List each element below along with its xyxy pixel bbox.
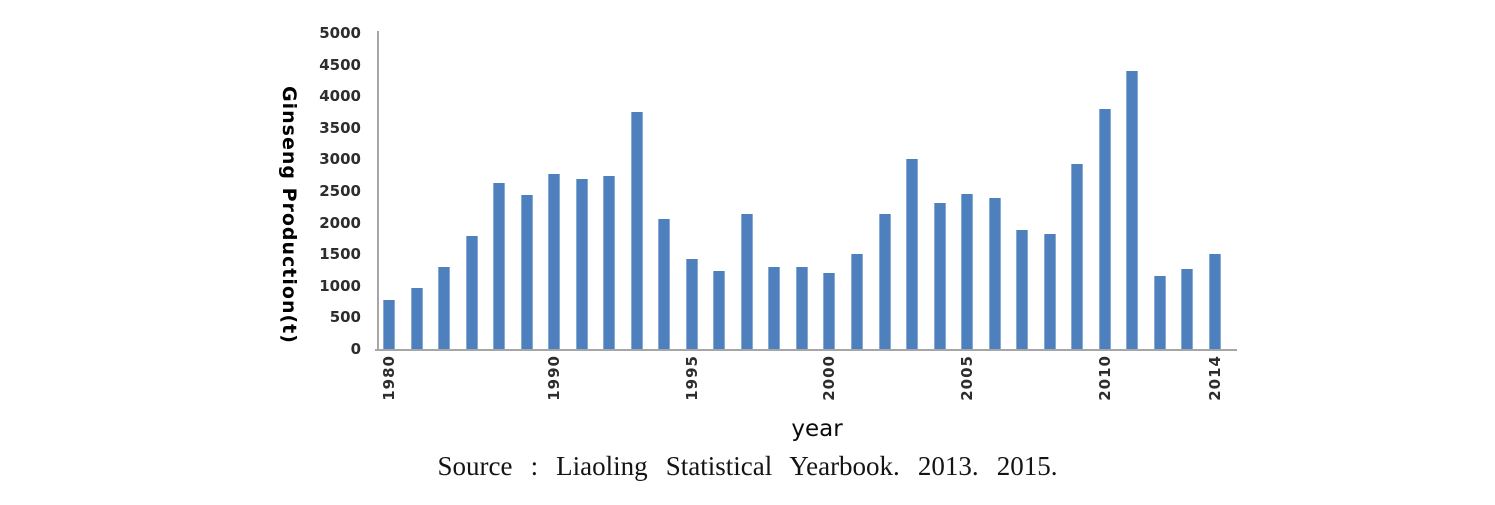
bar-1997 (740, 214, 753, 349)
bar-1985 (410, 288, 423, 349)
bar-2002 (878, 214, 891, 349)
y-axis-line (377, 31, 379, 351)
x-tick-label-1980: 1980 (380, 355, 398, 401)
bar-1994 (658, 219, 671, 349)
bar-2001 (851, 254, 863, 349)
x-tick-label-2010: 2010 (1095, 355, 1114, 401)
y-tick-label-500: 500 (329, 308, 361, 327)
bar-2008 (1043, 234, 1056, 349)
bar-2000 (823, 273, 836, 349)
y-tick-label-5000: 5000 (319, 24, 361, 42)
bar-1989 (520, 195, 533, 349)
bar-2007 (1016, 230, 1029, 349)
bar-2009 (1071, 164, 1084, 349)
y-tick-label-3000: 3000 (319, 150, 361, 169)
bar-2005 (961, 194, 974, 349)
bar-1991 (575, 179, 588, 349)
bar-1987 (465, 236, 478, 349)
plot-area (377, 33, 1237, 349)
bar-1992 (603, 176, 616, 349)
bar-2012 (1153, 276, 1166, 349)
bar-2003 (906, 159, 919, 349)
x-tick-label-2000: 2000 (820, 355, 839, 401)
x-tick-label-1990: 1990 (545, 355, 564, 401)
bar-1998 (768, 267, 781, 349)
bar-1986 (438, 267, 451, 349)
source-caption: Source : Liaoling Statistical Yearbook. … (437, 451, 1058, 481)
x-axis-line (375, 349, 1237, 351)
bar-2011 (1126, 71, 1139, 349)
x-tick-label-1995: 1995 (682, 355, 701, 401)
y-axis-title: Ginseng Production(t) (278, 86, 300, 344)
bar-2010 (1098, 109, 1111, 349)
y-tick-label-3500: 3500 (319, 118, 361, 137)
x-axis-title: year (791, 416, 843, 442)
y-tick-label-2500: 2500 (319, 182, 361, 200)
bar-2014 (1208, 254, 1221, 349)
bar-1999 (795, 267, 808, 349)
y-axis-labels: 0 500 1000 1500 2000 2500 3000 3500 4000 4500 5000 (0, 0, 361, 505)
bar-2013 (1181, 269, 1194, 349)
y-tick-label-4500: 4500 (319, 55, 361, 74)
bar-1995 (685, 259, 698, 349)
bar-1993 (630, 112, 643, 349)
y-tick-label-2000: 2000 (319, 213, 361, 232)
x-tick-label-2005: 2005 (958, 355, 977, 401)
bar-2004 (933, 203, 946, 349)
y-tick-label-1500: 1500 (319, 245, 361, 264)
y-tick-label-1000: 1000 (319, 276, 361, 295)
bar-1980 (383, 300, 395, 349)
y-tick-label-0: 0 (350, 340, 361, 358)
y-tick-label-4000: 4000 (319, 87, 361, 106)
bar-1988 (493, 183, 506, 349)
bar-1990 (548, 174, 561, 349)
bar-2006 (988, 198, 1001, 349)
x-tick-label-2014: 2014 (1205, 355, 1224, 401)
bar-1996 (713, 271, 726, 349)
